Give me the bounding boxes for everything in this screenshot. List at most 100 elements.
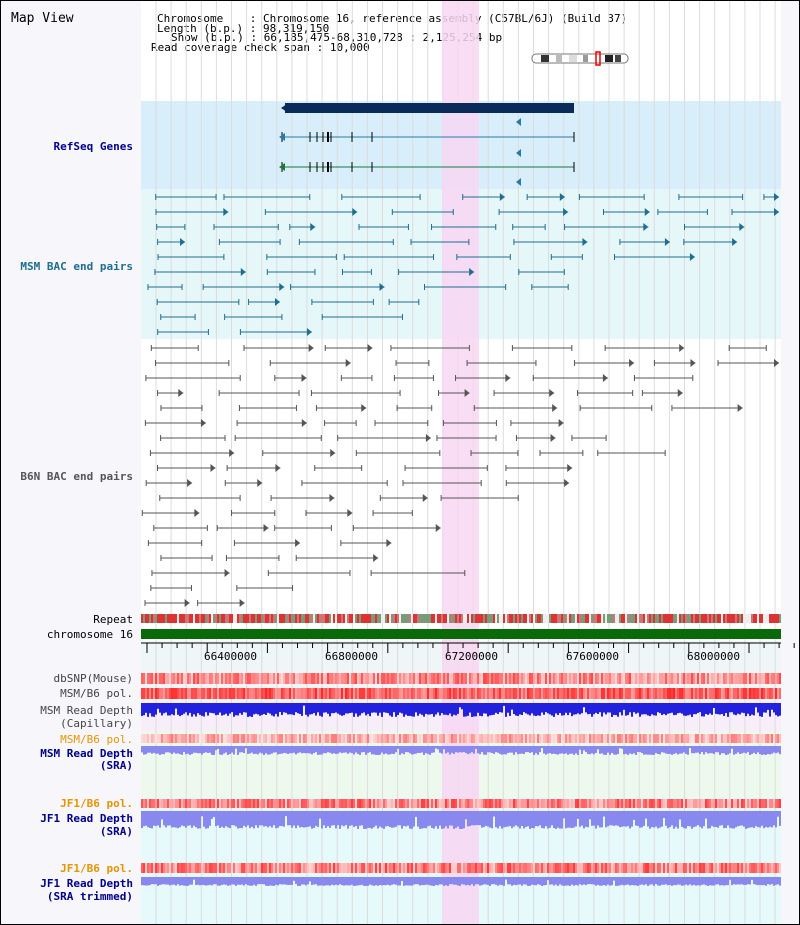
polymorphism-mark [421, 734, 423, 743]
polymorphism-mark [275, 688, 277, 699]
read-depth-bar [295, 746, 297, 755]
polymorphism-mark [349, 734, 351, 743]
polymorphism-mark [181, 863, 183, 873]
polymorphism-mark [555, 863, 557, 873]
repeat-mark [737, 614, 739, 623]
track-label-b6n-bac[interactable]: B6N BAC end pairs [20, 470, 133, 483]
polymorphism-mark [229, 734, 231, 743]
read-depth-bar [313, 746, 315, 754]
read-depth-bar [501, 877, 503, 886]
polymorphism-mark [685, 799, 687, 808]
polymorphism-mark [737, 688, 739, 699]
read-depth-bar [727, 811, 729, 826]
polymorphism-mark [647, 863, 649, 873]
repeat-mark [697, 614, 699, 623]
read-depth-bar [723, 877, 725, 886]
polymorphism-mark [495, 799, 497, 808]
polymorphism-mark [303, 799, 305, 808]
repeat-mark [627, 614, 629, 623]
polymorphism-mark [205, 799, 207, 808]
polymorphism-mark [287, 799, 289, 808]
read-depth-bar [755, 703, 757, 708]
read-depth-bar [607, 746, 609, 753]
repeat-mark [751, 614, 753, 623]
read-depth-bar [191, 811, 193, 828]
polymorphism-mark [763, 673, 765, 684]
axis-tick-label: 67600000 [566, 650, 619, 663]
polymorphism-mark [617, 734, 619, 743]
ideogram-band [583, 55, 588, 62]
read-depth-bar [699, 811, 701, 827]
repeat-mark [477, 614, 479, 623]
read-depth-bar [345, 746, 347, 753]
read-depth-bar [719, 811, 721, 826]
read-depth-bar [547, 746, 549, 754]
polymorphism-mark [179, 673, 181, 684]
read-depth-bar [445, 877, 447, 886]
polymorphism-mark [679, 799, 681, 808]
polymorphism-mark [541, 799, 543, 808]
read-depth-bar [277, 877, 279, 886]
msm-bac-pair-arrow [310, 223, 316, 231]
read-depth-bar [687, 746, 689, 755]
polymorphism-mark [655, 688, 657, 699]
polymorphism-mark [405, 673, 407, 684]
read-depth-bar [491, 746, 493, 754]
read-depth-bar [717, 703, 719, 715]
track-label-dbsnp: dbSNP(Mouse) [53, 672, 133, 685]
read-depth-bar [315, 703, 317, 716]
track-label-refseq[interactable]: RefSeq Genes [53, 140, 133, 153]
read-depth-bar [607, 877, 609, 885]
polymorphism-mark [761, 734, 763, 743]
read-depth-bar [455, 877, 457, 885]
repeat-mark [343, 614, 345, 623]
read-depth-bar [387, 877, 389, 885]
polymorphism-mark [529, 734, 531, 743]
repeat-mark [561, 614, 563, 623]
polymorphism-mark [215, 673, 217, 684]
read-depth-bar [653, 811, 655, 828]
read-depth-bar [193, 877, 195, 880]
repeat-mark [621, 614, 623, 623]
track-label-msm-bac[interactable]: MSM BAC end pairs [20, 260, 133, 273]
polymorphism-mark [727, 673, 729, 684]
polymorphism-mark [557, 673, 559, 684]
polymorphism-mark [481, 863, 483, 873]
polymorphism-mark [769, 799, 771, 808]
polymorphism-mark [321, 734, 323, 743]
polymorphism-mark [297, 799, 299, 808]
read-depth-bar [253, 746, 255, 754]
polymorphism-mark [677, 734, 679, 743]
polymorphism-mark [377, 863, 379, 873]
polymorphism-mark [403, 688, 405, 699]
read-depth-bar [147, 811, 149, 828]
polymorphism-mark [539, 688, 541, 699]
read-depth-bar [679, 811, 681, 820]
b6n-bac-pair-arrow [549, 389, 555, 397]
b6n-bac-pair-arrow [184, 599, 190, 607]
polymorphism-mark [211, 799, 213, 808]
read-depth-bar [525, 746, 527, 753]
polymorphism-mark [489, 673, 491, 684]
repeat-mark [345, 614, 347, 623]
read-depth-bar [633, 877, 635, 886]
read-depth-bar [347, 877, 349, 886]
polymorphism-mark [505, 799, 507, 808]
repeat-mark [233, 614, 235, 623]
read-depth-bar [501, 746, 503, 755]
read-depth-bar [253, 877, 255, 885]
read-depth-bar [739, 703, 741, 715]
polymorphism-mark [569, 799, 571, 808]
read-depth-bar [751, 746, 753, 755]
polymorphism-mark [175, 688, 177, 699]
polymorphism-mark [555, 673, 557, 684]
polymorphism-mark [751, 673, 753, 684]
repeat-mark [507, 614, 509, 623]
repeat-mark [143, 614, 145, 623]
polymorphism-mark [233, 688, 235, 699]
read-depth-bar [199, 746, 201, 754]
polymorphism-mark [381, 863, 383, 873]
repeat-mark [623, 614, 625, 623]
repeat-mark [213, 614, 215, 623]
